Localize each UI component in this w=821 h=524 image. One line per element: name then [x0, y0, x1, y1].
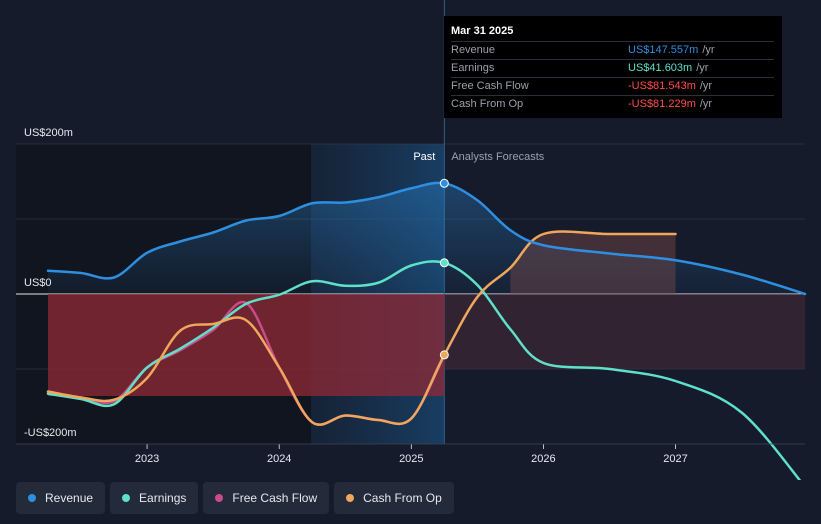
legend-label: Free Cash Flow [232, 491, 318, 505]
tooltip-row-value: US$41.603m [628, 62, 693, 74]
tooltip-row: Revenue US$147.557m/yr [451, 41, 774, 59]
legend-dot-icon [122, 494, 131, 502]
tooltip-row-label: Revenue [451, 44, 496, 56]
x-tick-label: 2024 [267, 453, 291, 465]
legend-label: Revenue [45, 491, 94, 505]
tooltip-date: Mar 31 2025 [451, 25, 514, 37]
tooltip: Mar 31 2025 Revenue US$147.557m/yr Earning… [444, 16, 782, 118]
tooltip-row: Free Cash Flow -US$81.543m/yr [451, 77, 774, 95]
negative-cash-area-past [48, 294, 445, 396]
tooltip-row: Earnings US$41.603m/yr [451, 59, 774, 77]
tooltip-row: Cash From Op -US$81.229m/yr [451, 95, 774, 113]
x-tick-label: 2023 [135, 453, 159, 465]
cash-from-op-area [510, 231, 676, 294]
marker-revenue [439, 178, 449, 188]
tooltip-row-label: Free Cash Flow [451, 80, 529, 92]
past-label: Past [413, 151, 435, 163]
marker-cash-from-op [439, 350, 449, 360]
series-line-cash-from-op [46, 230, 677, 426]
legend-item-revenue[interactable]: Revenue [16, 482, 106, 514]
tooltip-row-unit: /yr [696, 62, 709, 74]
series-line-earnings [46, 260, 802, 480]
legend-label: Cash From Op [363, 491, 442, 505]
tooltip-row-unit: /yr [702, 44, 715, 56]
tooltip-row-unit: /yr [699, 98, 713, 110]
tooltip-row-value: -US$81.229m [628, 98, 696, 110]
legend-dot-icon [28, 494, 36, 502]
x-tick-label: 2025 [399, 453, 423, 465]
legend-dot-icon [346, 494, 355, 502]
forecast-label: Analysts Forecasts [451, 151, 544, 163]
series-line-revenue [46, 181, 807, 296]
revenue-area [48, 182, 805, 294]
x-tick-label: 2027 [663, 453, 687, 465]
legend-item-cash-from-op[interactable]: Cash From Op [334, 482, 454, 514]
tooltip-row-label: Cash From Op [451, 98, 524, 110]
legend-label: Earnings [139, 491, 187, 505]
legend-item-earnings[interactable]: Earnings [110, 482, 199, 514]
x-tick-label: 2026 [531, 453, 555, 465]
tooltip-row-unit: /yr [699, 80, 713, 92]
legend: Revenue Earnings Free Cash Flow Cash From O… [16, 482, 454, 514]
marker-earnings [439, 258, 449, 268]
y-axis-label: US$0 [24, 277, 52, 289]
tooltip-row-label: Earnings [451, 62, 495, 74]
legend-dot-icon [215, 494, 224, 502]
tooltip-row-value: US$147.557m [628, 44, 699, 56]
legend-item-free-cash-flow[interactable]: Free Cash Flow [203, 482, 330, 514]
y-axis-label: -US$200m [24, 427, 77, 439]
tooltip-row-value: -US$81.543m [628, 80, 696, 92]
y-axis-label: US$200m [24, 127, 73, 139]
chart-area: US$200m US$0 -US$200m 2023 2024 2025 2026 2027 P… [16, 0, 807, 480]
negative-area-forecast [444, 294, 805, 369]
